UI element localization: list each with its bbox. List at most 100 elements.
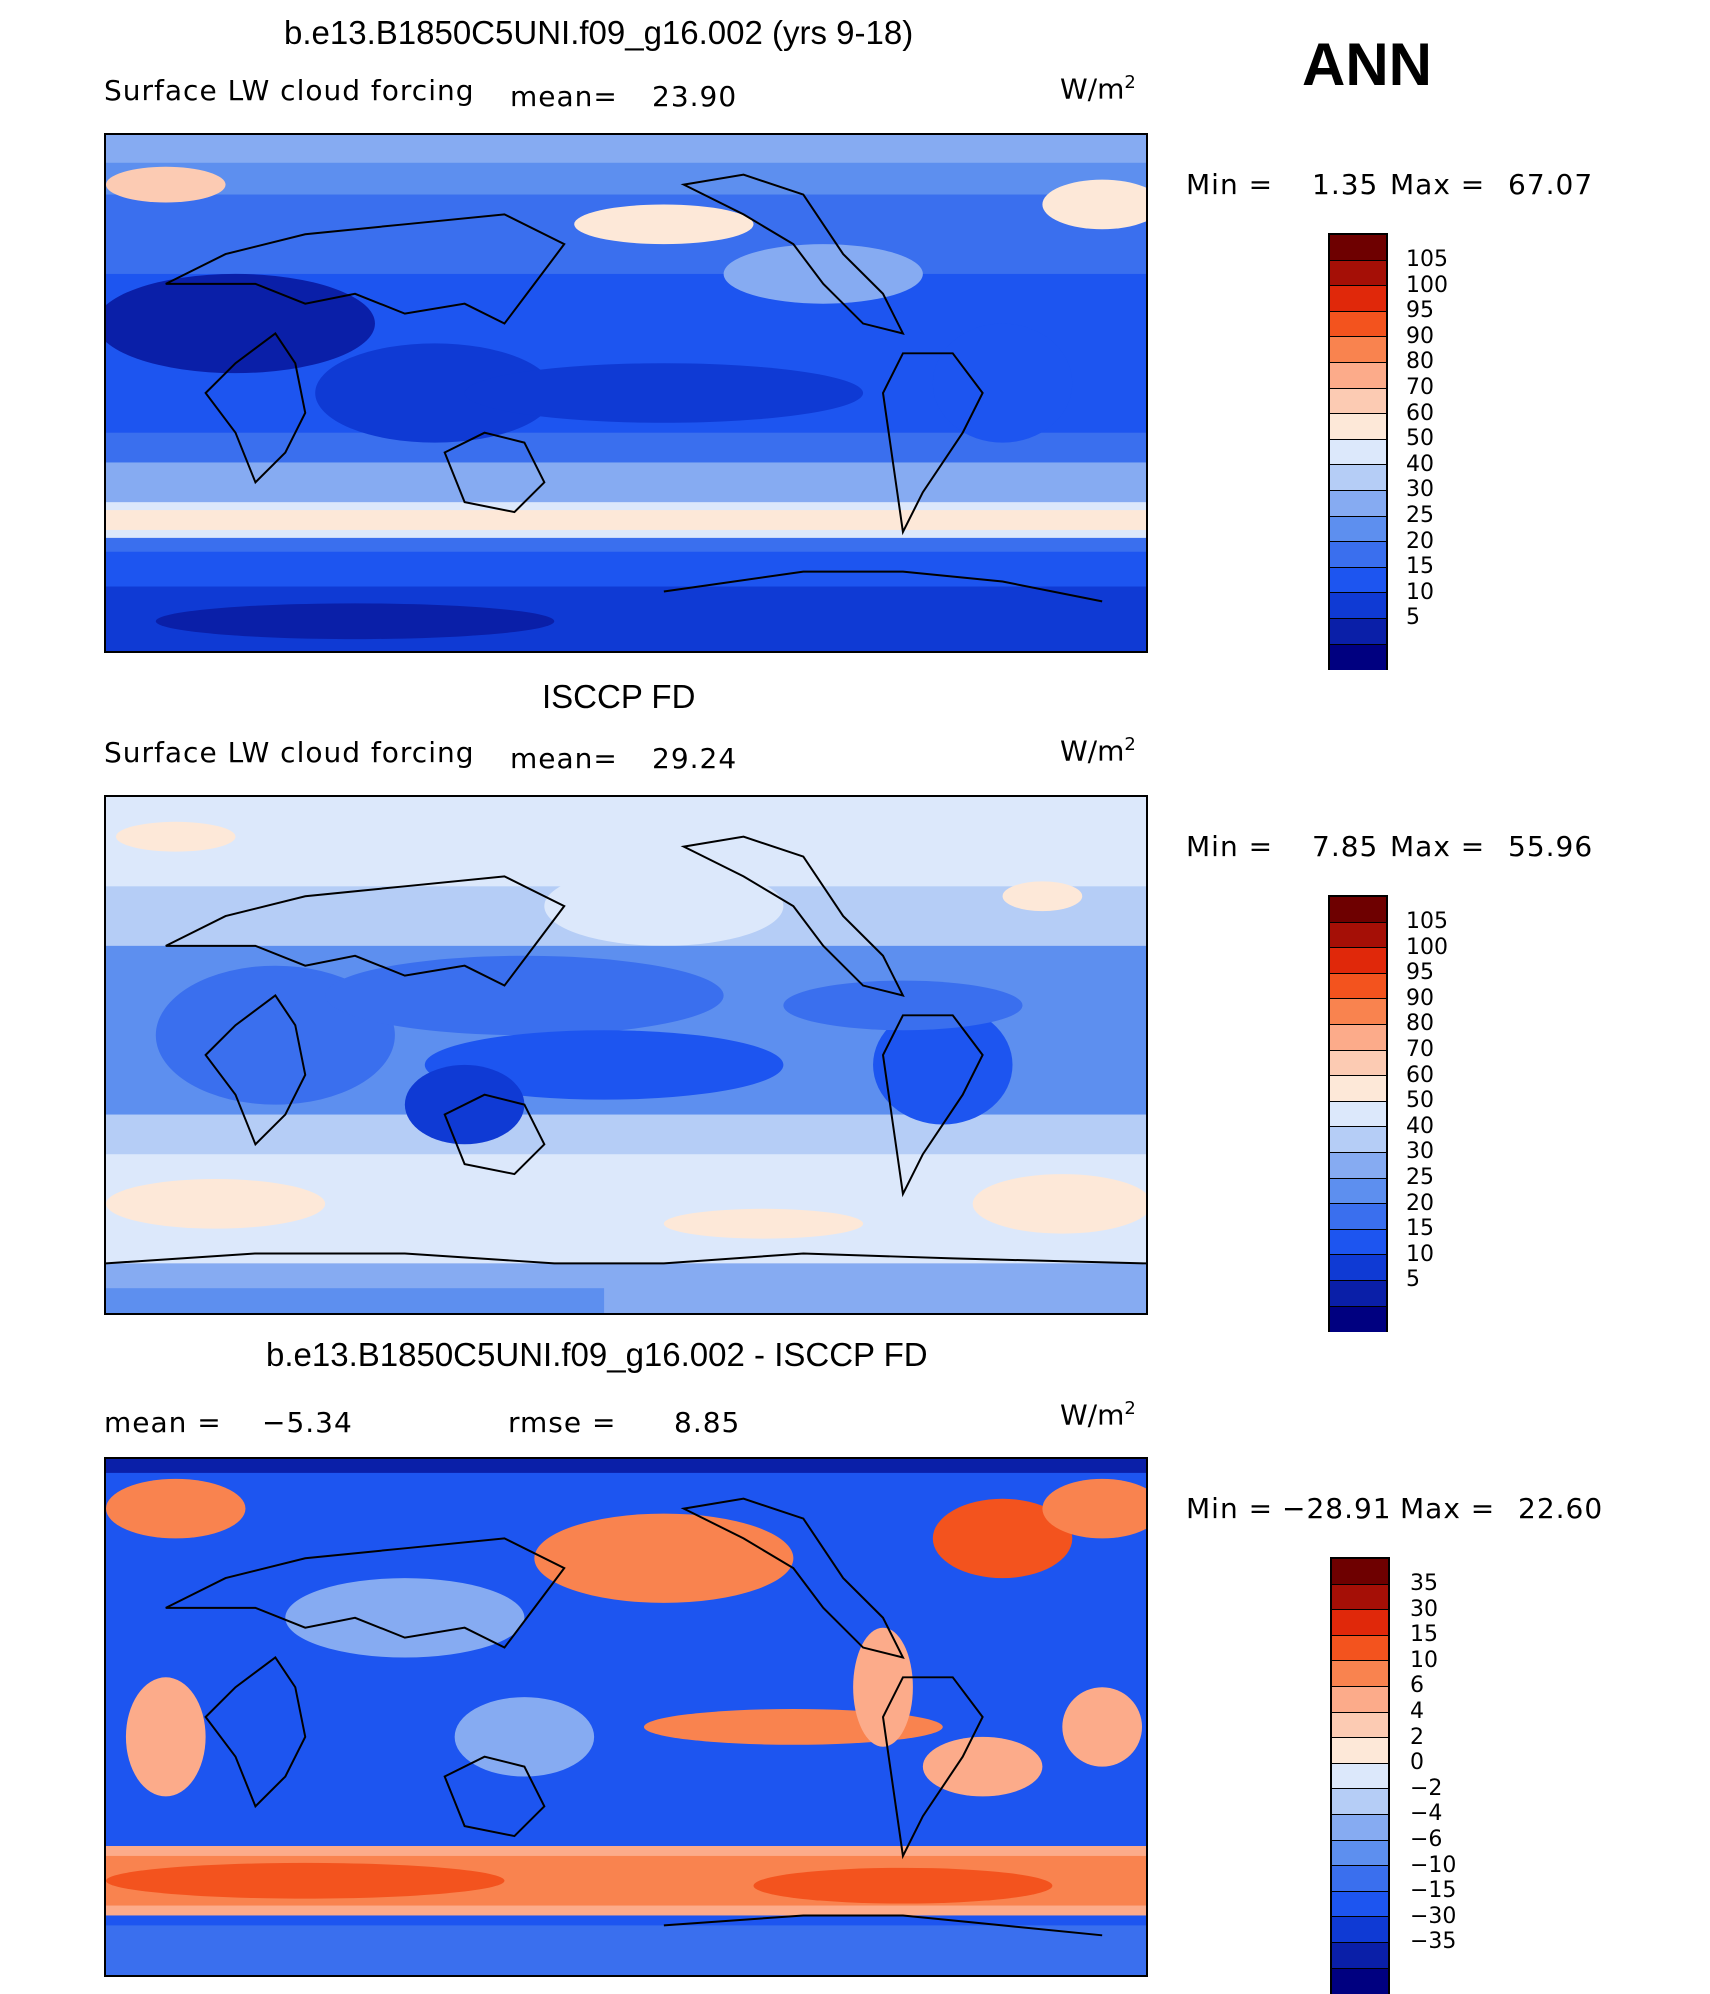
colorbar-swatch [1332, 1764, 1388, 1790]
colorbar-swatch [1330, 235, 1386, 261]
panel2-min-value: 7.85 [1312, 830, 1378, 863]
colorbar-swatch [1330, 1153, 1386, 1179]
colorbar-level-label: 100 [1406, 273, 1448, 299]
colorbar-level-label: −4 [1410, 1801, 1456, 1827]
panel2-variable: Surface LW cloud forcing [104, 736, 475, 769]
colorbar-swatch [1330, 465, 1386, 491]
colorbar-level-label: 10 [1410, 1648, 1456, 1674]
colorbar-swatch [1332, 1713, 1388, 1739]
colorbar-swatch [1330, 440, 1386, 466]
colorbar-swatch [1332, 1738, 1388, 1764]
colorbar-level-label: −10 [1410, 1853, 1456, 1879]
colorbar-swatch [1330, 619, 1386, 645]
panel3-mean-label: mean = [104, 1406, 222, 1439]
colorbar-swatch [1330, 1179, 1386, 1205]
colorbar-level-label: 10 [1406, 1242, 1448, 1268]
colorbar-swatch [1332, 1610, 1388, 1636]
panel3-colorbar [1330, 1557, 1390, 1994]
colorbar-swatch [1332, 1559, 1388, 1585]
colorbar-swatch [1330, 974, 1386, 1000]
colorbar-swatch [1330, 1204, 1386, 1230]
colorbar-level-label: −15 [1410, 1878, 1456, 1904]
colorbar-level-label: 60 [1406, 1063, 1448, 1089]
colorbar-swatch [1332, 1687, 1388, 1713]
colorbar-swatch [1330, 312, 1386, 338]
colorbar-swatch [1330, 414, 1386, 440]
colorbar-swatch [1330, 542, 1386, 568]
panel1-min-value: 1.35 [1312, 168, 1378, 201]
colorbar-level-label: 25 [1406, 1165, 1448, 1191]
colorbar-swatch [1330, 1025, 1386, 1051]
panel1-map-plot [106, 135, 1146, 651]
colorbar-swatch [1330, 1102, 1386, 1128]
panel1-map [104, 133, 1148, 653]
colorbar-level-label: 70 [1406, 1037, 1448, 1063]
colorbar-swatch [1332, 1841, 1388, 1867]
panel3-min-label: Min = [1186, 1492, 1273, 1525]
panel2-title: ISCCP FD [542, 678, 695, 716]
panel2-min-label: Min = [1186, 830, 1273, 863]
colorbar-level-label: 70 [1406, 375, 1448, 401]
colorbar-swatch [1330, 568, 1386, 594]
colorbar-swatch [1330, 517, 1386, 543]
colorbar-level-label: 5 [1406, 1267, 1448, 1293]
panel2-colorbar [1328, 895, 1388, 1332]
colorbar-swatch [1330, 593, 1386, 619]
colorbar-level-label: 15 [1410, 1622, 1456, 1648]
panel1-max-label: Max = [1390, 168, 1485, 201]
colorbar-swatch [1330, 491, 1386, 517]
colorbar-level-label: 30 [1406, 477, 1448, 503]
colorbar-level-label: 95 [1406, 298, 1448, 324]
colorbar-swatch [1330, 948, 1386, 974]
panel3-rmse-label: rmse = [508, 1406, 616, 1439]
colorbar-level-label: 15 [1406, 554, 1448, 580]
panel3-map [104, 1457, 1148, 1977]
colorbar-swatch [1330, 1230, 1386, 1256]
colorbar-level-label: 80 [1406, 1011, 1448, 1037]
panel3-map-plot [106, 1459, 1146, 1975]
panel1-colorbar [1328, 233, 1388, 670]
colorbar-level-label: 40 [1406, 1114, 1448, 1140]
colorbar-swatch [1330, 1281, 1386, 1307]
panel2-units: W/m2 [1060, 734, 1136, 767]
colorbar-swatch [1332, 1943, 1388, 1969]
panel2-mean-label: mean= [510, 742, 618, 775]
colorbar-level-label: 15 [1406, 1216, 1448, 1242]
panel2-max-label: Max = [1390, 830, 1485, 863]
panel2-mean-value: 29.24 [652, 742, 737, 775]
colorbar-swatch [1332, 1866, 1388, 1892]
colorbar-level-label: 30 [1410, 1597, 1456, 1623]
colorbar-level-label: 5 [1406, 605, 1448, 631]
colorbar-level-label: −2 [1410, 1776, 1456, 1802]
colorbar-swatch [1330, 897, 1386, 923]
colorbar-swatch [1332, 1661, 1388, 1687]
panel2-map [104, 795, 1148, 1315]
panel1-mean-label: mean= [510, 80, 618, 113]
colorbar-swatch [1332, 1892, 1388, 1918]
panel3-max-value: 22.60 [1518, 1492, 1603, 1525]
colorbar-swatch [1330, 337, 1386, 363]
panel3-mean-value: −5.34 [262, 1406, 353, 1439]
colorbar-swatch [1332, 1585, 1388, 1611]
panel1-variable: Surface LW cloud forcing [104, 74, 475, 107]
colorbar-swatch [1330, 1307, 1386, 1333]
colorbar-level-label: 95 [1406, 960, 1448, 986]
colorbar-level-label: 4 [1410, 1699, 1456, 1725]
panel3-max-label: Max = [1400, 1492, 1495, 1525]
colorbar-level-label: 50 [1406, 1088, 1448, 1114]
panel2-map-plot [106, 797, 1146, 1313]
colorbar-level-label: 105 [1406, 909, 1448, 935]
panel3-min-value: −28.91 [1282, 1492, 1392, 1525]
colorbar-swatch [1330, 389, 1386, 415]
colorbar-swatch [1330, 645, 1386, 671]
season-label: ANN [1302, 30, 1432, 99]
panel3-rmse-value: 8.85 [674, 1406, 740, 1439]
colorbar-swatch [1332, 1815, 1388, 1841]
panel2-max-value: 55.96 [1508, 830, 1593, 863]
colorbar-level-label: 80 [1406, 349, 1448, 375]
colorbar-swatch [1330, 999, 1386, 1025]
colorbar-level-label: 25 [1406, 503, 1448, 529]
panel1-title: b.e13.B1850C5UNI.f09_g16.002 (yrs 9-18) [284, 14, 913, 52]
